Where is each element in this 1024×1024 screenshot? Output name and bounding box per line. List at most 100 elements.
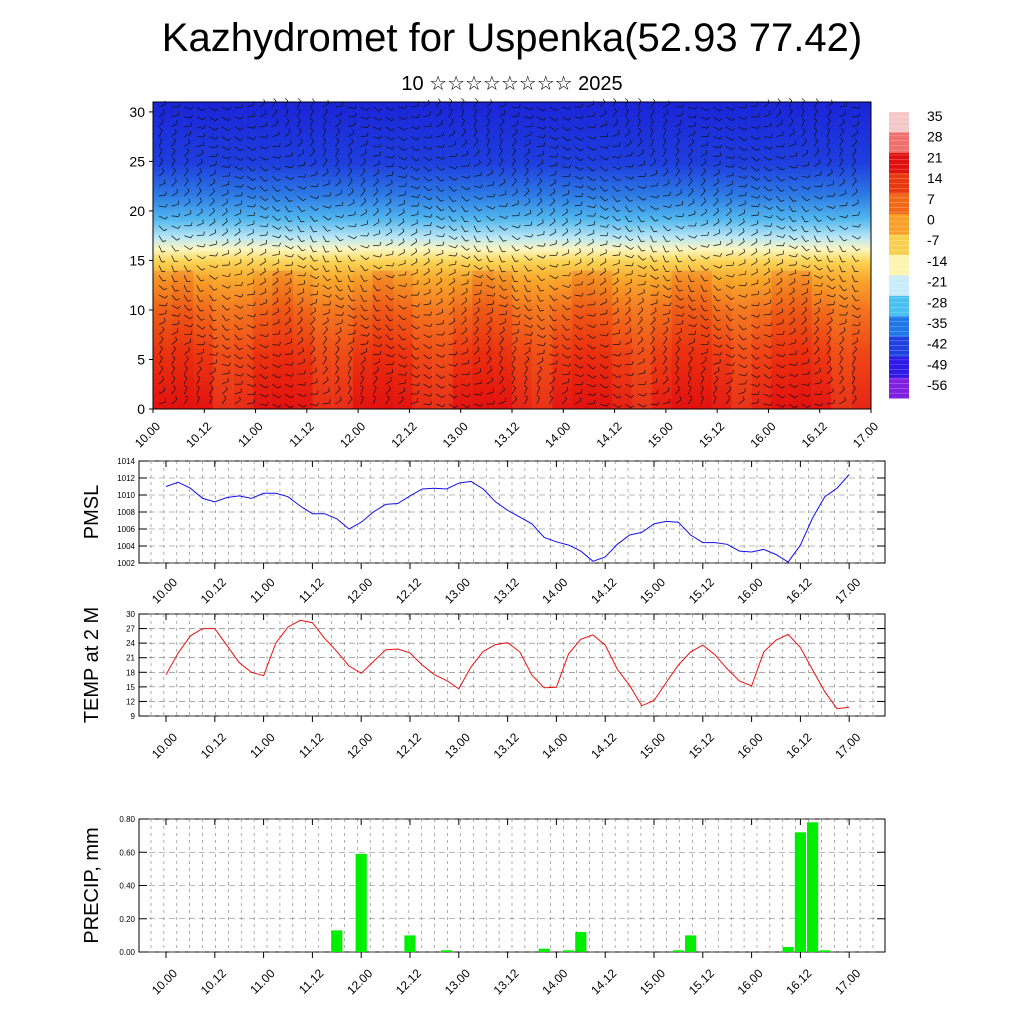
- wind-barb: [360, 387, 364, 395]
- x-tick-label: 14.12: [588, 966, 619, 997]
- wind-barb-flag: [326, 240, 330, 243]
- wind-barb-flag: [745, 282, 748, 286]
- wind-barb-flag: [441, 298, 443, 302]
- wind-barb: [511, 115, 519, 118]
- wind-barb: [410, 314, 418, 319]
- wind-barb-flag: [391, 346, 395, 349]
- wind-barb: [221, 294, 228, 300]
- wind-barb-flag: [770, 214, 773, 219]
- wind-barb-flag: [605, 168, 609, 172]
- wind-barb-flag: [312, 346, 316, 350]
- wind-barb-flag: [252, 178, 256, 181]
- wind-barb: [574, 222, 582, 227]
- pmsl-panel: [138, 460, 886, 569]
- wind-barb-flag: [805, 210, 810, 213]
- wind-barb: [259, 374, 266, 379]
- wind-barb-flag: [843, 239, 848, 242]
- wind-barb-flag: [592, 366, 596, 370]
- wind-barb-flag: [744, 157, 748, 161]
- wind-barb: [347, 324, 355, 327]
- wind-barb-flag: [313, 250, 317, 253]
- wind-barb: [322, 402, 330, 405]
- wind-barb: [738, 231, 745, 236]
- wind-barb: [687, 180, 693, 187]
- wind-barb-flag: [416, 158, 420, 162]
- wind-barb-flag: [379, 253, 383, 258]
- wind-barb: [448, 343, 456, 345]
- wind-barb-flag: [731, 137, 735, 141]
- wind-barb: [272, 253, 280, 256]
- wind-barb: [511, 140, 517, 147]
- wind-barb-flag: [226, 338, 230, 341]
- wind-barb-flag: [580, 167, 584, 171]
- wind-barb: [549, 173, 557, 177]
- wind-barb-flag: [300, 138, 303, 142]
- wind-barb: [687, 142, 694, 147]
- wind-barb-flag: [605, 355, 609, 359]
- wind-barb-flag: [794, 384, 798, 388]
- wind-barb: [574, 185, 582, 189]
- wind-barb: [637, 329, 643, 335]
- wind-barb: [700, 368, 706, 375]
- wind-barb: [234, 175, 242, 180]
- wind-barb: [637, 152, 644, 157]
- wind-barb-flag: [676, 137, 680, 142]
- wind-barb: [234, 391, 242, 395]
- wind-barb-flag: [700, 395, 704, 398]
- wind-barb-flag: [199, 290, 204, 292]
- wind-barb-flag: [276, 199, 281, 202]
- wind-barb: [826, 171, 833, 177]
- wind-barb-flag: [512, 355, 516, 359]
- wind-barb: [209, 294, 214, 302]
- wind-barb: [713, 181, 720, 187]
- wind-barb-flag: [757, 125, 761, 129]
- y-tick-label: 1010: [117, 491, 135, 500]
- wind-barb: [700, 223, 708, 227]
- wind-barb: [158, 235, 164, 242]
- wind-barb-flag: [265, 345, 269, 349]
- wind-barb-flag: [566, 238, 569, 243]
- x-tick-label: 16.12: [799, 419, 830, 450]
- wind-barb-flag: [742, 228, 745, 232]
- wind-barb-flag: [618, 235, 622, 239]
- wind-barb: [322, 275, 328, 281]
- wind-barb: [385, 324, 391, 331]
- wind-barb: [675, 215, 683, 218]
- wind-barb-flag: [277, 385, 282, 389]
- wind-barb-flag: [178, 103, 180, 108]
- wind-barb-flag: [239, 316, 244, 320]
- wind-barb-flag: [604, 198, 609, 202]
- wind-barb-flag: [676, 157, 680, 161]
- wind-barb: [713, 378, 719, 385]
- wind-barb: [700, 304, 705, 312]
- wind-barb: [561, 334, 567, 341]
- wind-barb: [826, 320, 833, 326]
- wind-barb: [196, 255, 204, 260]
- x-tick-label: 15.00: [645, 419, 676, 450]
- wind-barb-flag: [678, 336, 681, 340]
- wind-barb: [372, 369, 379, 375]
- wind-barb-flag: [816, 316, 820, 320]
- wind-barb-flag: [517, 306, 521, 310]
- wind-barb: [183, 397, 189, 405]
- wind-barb: [599, 225, 607, 228]
- wind-barb-flag: [514, 395, 517, 400]
- wind-barb: [776, 364, 783, 369]
- wind-barb-flag: [829, 366, 832, 370]
- wind-barb-flag: [513, 138, 517, 142]
- wind-barb: [650, 284, 658, 288]
- wind-barb-flag: [719, 127, 723, 131]
- wind-barb: [259, 166, 266, 172]
- wind-barb-flag: [566, 338, 570, 341]
- wind-barb: [297, 329, 303, 335]
- wind-barb: [372, 106, 380, 112]
- wind-barb: [221, 166, 229, 168]
- wind-barb-flag: [846, 202, 848, 206]
- wind-barb-flag: [416, 177, 420, 181]
- wind-barb-flag: [162, 326, 165, 331]
- wind-barb-flag: [606, 133, 609, 137]
- wind-barb-flag: [566, 328, 570, 331]
- wind-barb-flag: [201, 268, 206, 271]
- wind-barb-flag: [428, 278, 431, 282]
- wind-barb: [246, 364, 253, 370]
